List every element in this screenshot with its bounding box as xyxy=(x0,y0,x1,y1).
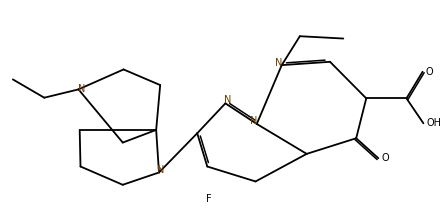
Text: OH: OH xyxy=(426,118,441,128)
Text: N: N xyxy=(78,84,85,94)
Text: N: N xyxy=(275,58,282,68)
Text: N: N xyxy=(250,116,258,126)
Text: N: N xyxy=(157,166,165,175)
Text: N: N xyxy=(224,95,231,105)
Text: O: O xyxy=(426,67,433,77)
Text: O: O xyxy=(381,153,389,163)
Text: F: F xyxy=(206,194,211,204)
